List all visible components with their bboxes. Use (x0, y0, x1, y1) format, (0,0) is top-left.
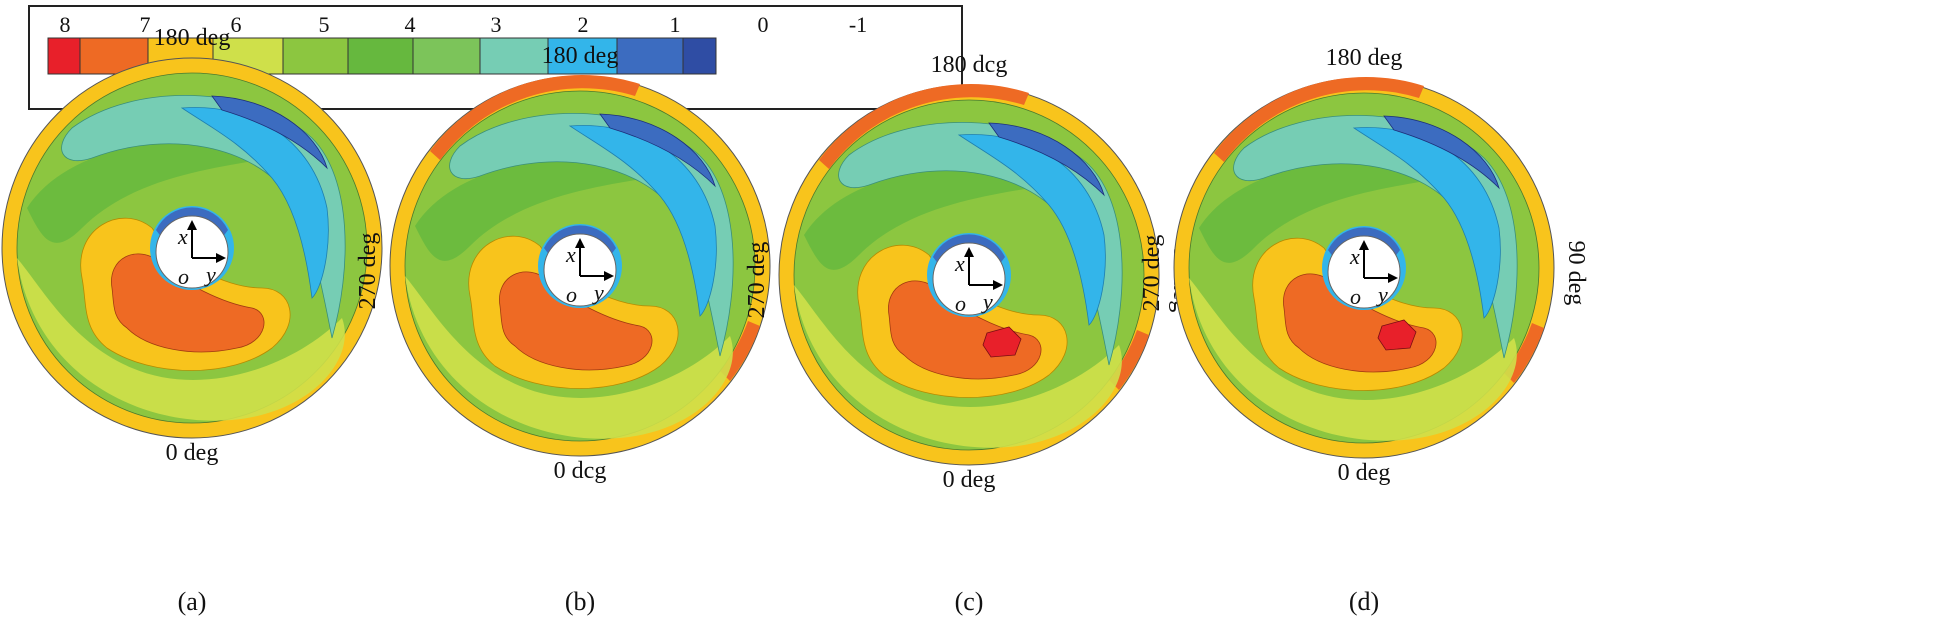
panel-caption: (d) (1349, 587, 1379, 616)
x-arrowhead (575, 238, 585, 248)
contour-level-5 (794, 285, 1122, 448)
angle-label-90: 90 deg (1563, 241, 1589, 306)
contour-level-3 (804, 169, 1049, 270)
contour-level-0 (1352, 127, 1501, 319)
y-arrowhead (993, 280, 1003, 290)
outer-high-band (1214, 76, 1424, 162)
colorbar-swatch (47, 37, 81, 75)
y-arrowhead (216, 253, 226, 263)
contour-level-minus1 (211, 95, 328, 170)
panel-caption: (a) (178, 587, 207, 616)
contour-level-0 (568, 125, 717, 317)
contour-level-8-peak (1377, 319, 1417, 351)
axis-label-origin: o (566, 282, 577, 307)
colorbar-swatch (347, 37, 414, 75)
x-arrowhead (1359, 240, 1369, 250)
axis-label-x: x (1349, 244, 1360, 269)
axis-label-origin: o (1350, 284, 1361, 309)
angle-label-270: 270 deg (744, 242, 770, 319)
axis-label-y: y (981, 289, 993, 314)
legend-tick-label: 6 (231, 12, 242, 37)
angle-label-180: 180 dcg (931, 52, 1008, 78)
angle-label-180: 180 deg (1326, 45, 1403, 71)
hub-cap (544, 225, 616, 256)
legend-tick-label: 0 (758, 12, 769, 37)
angle-label-0: 0 dcg (554, 458, 607, 484)
panel-caption: (c) (955, 587, 984, 616)
angle-label-0: 0 deg (1338, 460, 1391, 486)
contour-panel: xyo 180 deg 0 deg 270 deg 90 deg (d) (1139, 45, 1589, 616)
contour-level-3 (1199, 162, 1444, 263)
contour-level-5 (17, 258, 345, 421)
legend-tick-label: 3 (491, 12, 502, 37)
legend-tick-label: 5 (319, 12, 330, 37)
colorbar-swatch (616, 37, 684, 75)
axis-label-origin: o (178, 264, 189, 289)
contour-level-0 (957, 134, 1106, 326)
contour-level-3 (27, 142, 272, 243)
hub-cap (1328, 227, 1400, 258)
angle-label-0: 0 deg (166, 440, 219, 466)
angle-label-0: 0 deg (943, 467, 996, 493)
colorbar-swatch (282, 37, 349, 75)
axis-label-origin: o (955, 291, 966, 316)
contour-level-3 (415, 160, 660, 261)
axis-label-x: x (177, 224, 188, 249)
outer-high-band (819, 83, 1029, 169)
contour-level-0 (180, 107, 329, 299)
legend-tick-label: 4 (405, 12, 416, 37)
axis-label-y: y (592, 280, 604, 305)
legend-tick-label: 8 (60, 12, 71, 37)
angle-label-180: 180 deg (542, 43, 619, 69)
colorbar-tick-labels: 8 7 6 5 4 3 2 1 0 -1 (60, 12, 868, 37)
x-arrowhead (187, 220, 197, 230)
colorbar-swatch (479, 37, 549, 75)
y-arrowhead (1388, 273, 1398, 283)
legend-tick-label: 7 (140, 12, 151, 37)
angle-label-270: 270 deg (1139, 235, 1165, 312)
x-arrowhead (964, 247, 974, 257)
contour-level-5 (1189, 278, 1517, 441)
contour-level-minus1 (1383, 115, 1500, 190)
colorbar-swatch (682, 37, 717, 75)
legend-tick-label: 1 (670, 12, 681, 37)
outer-high-band (430, 74, 640, 160)
legend-tick-label: -1 (849, 12, 867, 37)
hub-cap (156, 207, 228, 238)
angle-label-180: 180 deg (154, 25, 231, 51)
axis-label-x: x (565, 242, 576, 267)
axis-label-y: y (1376, 282, 1388, 307)
panel-caption: (b) (565, 587, 595, 616)
y-arrowhead (604, 271, 614, 281)
contour-level-8-peak (982, 326, 1022, 358)
colorbar-swatch (547, 37, 618, 75)
angle-label-270: 270 deg (355, 233, 381, 310)
legend-tick-label: 2 (578, 12, 589, 37)
contour-level-minus1 (988, 122, 1105, 197)
colorbar-swatch (412, 37, 481, 75)
contour-level-5 (405, 276, 733, 439)
hub-cap (933, 234, 1005, 265)
axis-label-x: x (954, 251, 965, 276)
axis-label-y: y (204, 262, 216, 287)
contour-level-minus1 (599, 113, 716, 188)
